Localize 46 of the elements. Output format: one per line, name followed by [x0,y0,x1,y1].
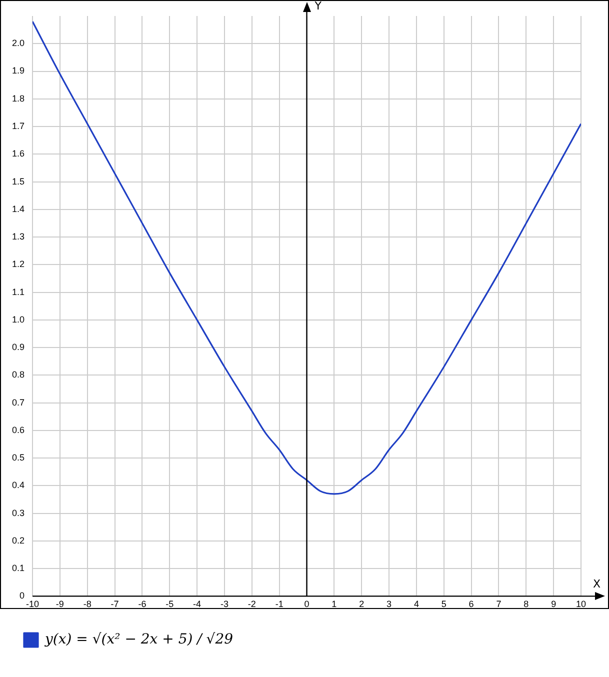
y-tick-label: 0.3 [12,508,25,518]
x-axis-title: X [593,578,601,591]
y-tick-label: 0 [19,590,25,601]
y-tick-label: 0.2 [12,535,25,546]
x-tick-label: 5 [441,599,446,610]
line-series [32,20,581,495]
x-tick-label: 6 [468,599,474,610]
x-tick-label: -7 [110,599,119,610]
x-tick-label: 3 [386,599,392,610]
x-tick-label: -1 [275,599,284,610]
y-tick-label: 1.9 [12,66,25,76]
x-tick-label: 9 [551,599,556,610]
x-tick-label: 2 [359,599,364,610]
y-tick-label: 1.5 [12,176,25,186]
y-tick-label: 0.9 [12,342,25,352]
y-tick-label: 0.8 [12,370,25,380]
y-tick-label: 1.6 [12,148,25,159]
y-tick-label: 1.3 [12,232,25,242]
y-tick-label: 0.4 [12,480,25,490]
x-tick-label: 1 [332,599,337,610]
y-tick-label: 0.6 [12,424,25,435]
y-axis-title: Y [314,0,322,12]
x-tick-label: 0 [304,599,310,610]
y-tick-label: 2.0 [12,38,25,48]
x-tick-label: -8 [83,599,92,610]
legend-label: y(x) = √(x² − 2x + 5) / √29 [44,632,234,648]
x-tick-label: -2 [248,599,256,610]
x-tick-label: 10 [576,599,586,610]
x-tick-label: -4 [193,599,202,610]
y-tick-label: 1.0 [12,314,25,324]
x-tick-label: -3 [220,599,228,610]
y-tick-label: 0.1 [12,563,25,574]
y-tick-label: 0.5 [12,452,25,463]
y-tick-label: 0.7 [12,397,25,408]
y-tick-label: 1.4 [12,204,25,214]
y-tick-label: 1.1 [12,286,25,297]
x-tick-label: -9 [56,599,64,610]
x-tick-label: -5 [166,599,174,610]
x-tick-label: 8 [524,599,529,610]
x-tick-label: 4 [414,599,419,610]
x-tick-label: 7 [496,599,502,610]
y-tick-label: 1.2 [12,259,25,270]
x-tick-label: -10 [26,599,40,610]
x-tick-label: -6 [138,599,146,610]
y-tick-label: 1.8 [12,93,25,104]
y-tick-label: 1.7 [12,121,25,131]
